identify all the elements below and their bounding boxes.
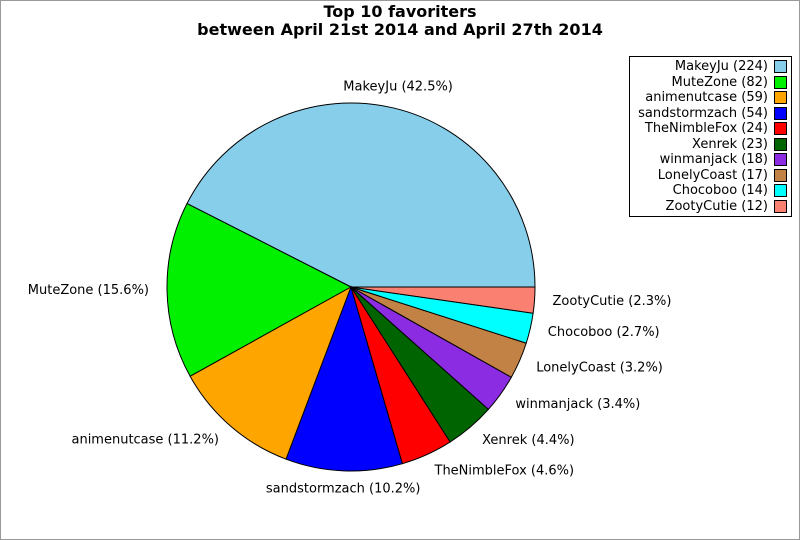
slice-label-ZootyCutie: ZootyCutie (2.3%) xyxy=(553,294,672,309)
legend-color-swatch xyxy=(774,137,787,151)
slice-label-Xenrek: Xenrek (4.4%) xyxy=(482,433,574,448)
legend-item-label: sandstormzach (54) xyxy=(638,105,768,121)
legend-item-label: MuteZone (82) xyxy=(671,74,768,90)
slice-label-winmanjack: winmanjack (3.4%) xyxy=(515,397,640,412)
slice-label-MakeyJu: MakeyJu (42.5%) xyxy=(343,80,453,95)
legend-color-swatch xyxy=(774,153,787,167)
pie-slice-MakeyJu xyxy=(186,102,536,288)
legend-item-label: Chocoboo (14) xyxy=(672,183,768,199)
legend-color-swatch xyxy=(774,75,787,89)
legend-color-swatch xyxy=(774,168,787,182)
legend-item-label: ZootyCutie (12) xyxy=(665,198,768,214)
legend-item-LonelyCoast: LonelyCoast (17) xyxy=(634,168,787,184)
legend-color-swatch xyxy=(774,184,787,198)
legend-item-label: Xenrek (23) xyxy=(692,136,768,152)
legend-item-Xenrek: Xenrek (23) xyxy=(634,137,787,153)
legend-color-swatch xyxy=(774,199,787,213)
slice-label-animenutcase: animenutcase (11.2%) xyxy=(71,432,219,447)
legend-item-sandstormzach: sandstormzach (54) xyxy=(634,106,787,122)
slice-label-MuteZone: MuteZone (15.6%) xyxy=(28,283,149,298)
pie-labels-group: MakeyJu (42.5%) MuteZone (15.6%) animenutc… xyxy=(28,80,672,497)
legend-item-animenutcase: animenutcase (59) xyxy=(634,90,787,106)
chart-title-line2: between April 21st 2014 and April 27th 2… xyxy=(197,20,603,39)
pie-slice-ZootyCutie xyxy=(350,286,536,314)
slice-label-sandstormzach: sandstormzach (10.2%) xyxy=(266,481,421,496)
legend-color-swatch xyxy=(774,91,787,105)
legend-item-label: winmanjack (18) xyxy=(659,152,768,168)
legend-item-label: LonelyCoast (17) xyxy=(657,167,768,183)
legend-item-MakeyJu: MakeyJu (224) xyxy=(634,59,787,75)
chart-title: Top 10 favoriters between April 21st 201… xyxy=(1,3,799,39)
legend-color-swatch xyxy=(774,60,787,74)
pie-slices-group xyxy=(166,102,536,472)
legend-item-winmanjack: winmanjack (18) xyxy=(634,152,787,168)
legend-color-swatch xyxy=(774,106,787,120)
pie-slice-sandstormzach xyxy=(285,285,404,472)
pie-slice-animenutcase xyxy=(189,285,352,460)
pie-slice-MuteZone xyxy=(166,202,353,377)
legend-color-swatch xyxy=(774,122,787,136)
chart-title-line1: Top 10 favoriters xyxy=(323,2,477,21)
slice-label-TheNimbleFox: TheNimbleFox (4.6%) xyxy=(434,463,575,478)
legend-item-label: TheNimbleFox (24) xyxy=(644,121,768,137)
legend-item-label: MakeyJu (224) xyxy=(674,59,768,75)
legend-item-TheNimbleFox: TheNimbleFox (24) xyxy=(634,121,787,137)
legend-item-MuteZone: MuteZone (82) xyxy=(634,75,787,91)
legend-item-Chocoboo: Chocoboo (14) xyxy=(634,183,787,199)
slice-label-LonelyCoast: LonelyCoast (3.2%) xyxy=(536,360,663,375)
legend-item-label: animenutcase (59) xyxy=(645,90,768,106)
legend-item-ZootyCutie: ZootyCutie (12) xyxy=(634,199,787,215)
legend: MakeyJu (224) MuteZone (82) animenutcase (… xyxy=(629,56,792,217)
slice-label-Chocoboo: Chocoboo (2.7%) xyxy=(548,325,660,340)
